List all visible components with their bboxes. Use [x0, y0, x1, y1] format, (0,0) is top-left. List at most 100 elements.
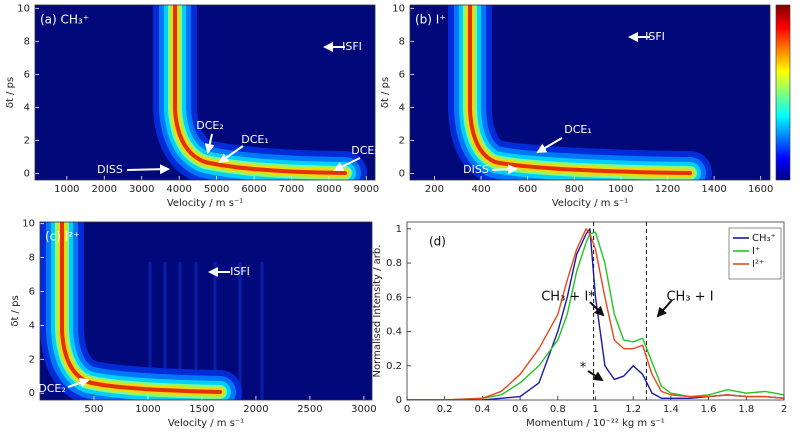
annotation: * [580, 361, 587, 376]
x-tick-label: 1.8 [738, 404, 754, 415]
annotation-arrow [589, 301, 605, 317]
x-tick-label: 200 [425, 184, 444, 195]
annotation: ISFI [645, 30, 665, 43]
x-tick-label: 8000 [316, 184, 341, 195]
y-tick-label: 8 [399, 36, 405, 47]
panel: 1000 2000 3000 4000 5000 6000 7000 8000 9000 0 2 4 6… [5, 3, 379, 209]
x-tick-label: 0.4 [474, 404, 490, 415]
series-group [407, 228, 784, 400]
y-tick-label: 0 [396, 395, 402, 406]
x-tick-label: 1000 [135, 404, 160, 415]
y-axis-label: δt / ps [5, 77, 16, 108]
annotation-arrow [67, 377, 90, 388]
heatmap [448, 5, 712, 180]
y-tick-label: 8 [24, 36, 30, 47]
y-tick-label: 6 [399, 69, 405, 80]
x-tick-label: 2500 [297, 404, 322, 415]
y-tick-label: 8 [29, 253, 35, 264]
heatmap [153, 5, 367, 180]
x-tick-label: 1.6 [701, 404, 717, 415]
colorbar [775, 4, 791, 181]
y-tick-label: 6 [29, 287, 35, 298]
annotation: DCE₁ [564, 123, 592, 136]
y-tick-label: 10 [22, 219, 35, 230]
panel-label: (b) I⁺ [415, 13, 446, 27]
y-tick-label: 0.2 [386, 361, 402, 372]
x-axis-label: Velocity / m s⁻¹ [552, 198, 628, 209]
panel-label: (a) CH₃⁺ [40, 13, 89, 27]
x-tick-label: 600 [518, 184, 537, 195]
heatmap-ridge [173, 5, 347, 175]
annotation: DCE₂ [351, 144, 379, 157]
x-tick-label: 400 [472, 184, 491, 195]
annotation: ISFI [230, 265, 250, 278]
x-tick-label: 1200 [655, 184, 680, 195]
y-axis-label: Normalised Intensity / arb. [372, 245, 383, 378]
y-axis-label: δt / ps [10, 295, 21, 326]
y-tick-label: 0 [399, 168, 405, 179]
y-tick-label: 0 [24, 168, 30, 179]
x-tick-label: 1 [592, 404, 598, 415]
line-series [407, 228, 784, 400]
x-tick-label: 3000 [351, 404, 376, 415]
annotation: DCE₁ [241, 133, 269, 146]
x-axis-label: Velocity / m s⁻¹ [167, 198, 243, 209]
x-tick-label: 3000 [129, 184, 154, 195]
legend-label: I²⁺ [752, 259, 764, 270]
x-tick-label: 6000 [241, 184, 266, 195]
y-tick-label: 0.8 [386, 258, 402, 269]
annotation-arrow [656, 299, 673, 318]
x-tick-label: 1600 [748, 184, 773, 195]
annotation-arrow [218, 145, 244, 164]
heatmap-ridge [468, 5, 692, 175]
legend-label: CH₃⁺ [752, 233, 776, 244]
x-tick-label: 0.8 [550, 404, 566, 415]
x-tick-label: 2000 [92, 184, 117, 195]
y-tick-label: 2 [29, 354, 35, 365]
x-tick-label: 1000 [608, 184, 633, 195]
panel-label: (d) [429, 235, 446, 249]
x-axis-label: Velocity / m s⁻¹ [168, 418, 244, 429]
annotation: DISS [463, 163, 489, 176]
y-tick-label: 0 [29, 388, 35, 399]
y-axis-label: δt / ps [380, 77, 391, 108]
x-tick-label: 500 [84, 404, 103, 415]
x-tick-label: 9000 [354, 184, 379, 195]
x-tick-label: 800 [565, 184, 584, 195]
plot-frame [39, 221, 373, 401]
y-tick-label: 10 [17, 3, 30, 14]
plot-frame [406, 221, 785, 401]
y-tick-label: 4 [24, 102, 30, 113]
panel: 0 0.2 0.4 0.6 0.8 1 1.2 1.4 1.6 1.8 2 0 0.2 0.4 0.6 0.8… [372, 221, 787, 429]
y-tick-label: 0.4 [386, 327, 402, 338]
x-tick-label: 0.6 [512, 404, 528, 415]
y-tick-label: 4 [399, 102, 405, 113]
legend-label: I⁺ [752, 246, 760, 257]
annotation-arrow [587, 370, 604, 382]
x-tick-label: 0.2 [437, 404, 453, 415]
line-series [407, 231, 784, 400]
y-tick-label: 0.6 [386, 292, 402, 303]
y-tick-label: 1 [396, 224, 402, 235]
legend-box [728, 227, 782, 280]
x-tick-label: 1500 [189, 404, 214, 415]
x-tick-label: 0 [404, 404, 410, 415]
y-tick-label: 2 [24, 135, 30, 146]
annotation-arrow [333, 157, 361, 172]
panel-label: (c) I²⁺ [45, 230, 79, 244]
x-tick-label: 1000 [54, 184, 79, 195]
x-tick-label: 5000 [204, 184, 229, 195]
x-tick-label: 4000 [166, 184, 191, 195]
panel: 200 400 600 800 1000 1200 1400 1600 0 2 4 6 8 10 Veloc… [380, 3, 773, 209]
annotation-arrow [126, 164, 170, 175]
x-tick-label: 1.4 [663, 404, 679, 415]
annotation: CH₃ + I* [541, 290, 595, 305]
line-series [407, 228, 784, 400]
panel: 500 1000 1500 2000 2500 3000 0 2 4 6 8 10 Velocity /… [10, 219, 377, 429]
annotation: DISS [97, 163, 123, 176]
x-tick-label: 2000 [243, 404, 268, 415]
plot-frame [409, 4, 771, 181]
annotation-arrow [204, 133, 215, 154]
y-tick-label: 4 [29, 320, 35, 331]
